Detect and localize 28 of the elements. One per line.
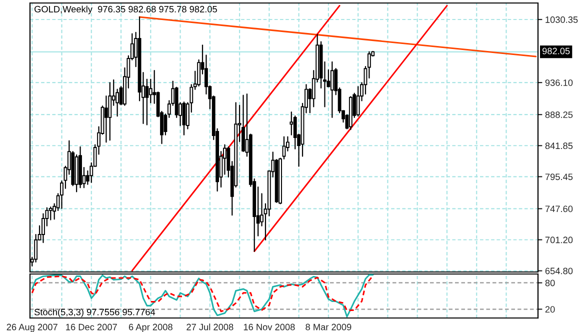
y-tick-label: 654.80 (545, 268, 573, 274)
x-tick-label: 16 Dec 2007 (66, 324, 117, 330)
candlestick (330, 61, 334, 118)
x-tick-label: 6 Apr 2008 (128, 324, 172, 332)
ref-line-label: 982.05 (542, 48, 570, 54)
x-tick-label: 8 Mar 2009 (306, 324, 352, 330)
candlestick (104, 95, 108, 143)
text: Stoch(5,3,3) 97.7556 95.7764 (34, 308, 156, 318)
x-tick-label: 26 Aug 2007 (6, 324, 58, 332)
y-tick-label: 20 (545, 306, 555, 313)
y-tick-label: 841.85 (545, 142, 573, 150)
chart-title: GOLD,Weekly 976.35 982.68 975.78 982.05 (34, 6, 217, 14)
candlestick (356, 86, 360, 117)
x-tick-label: 16 Nov 2008 (244, 324, 295, 330)
candlestick (145, 78, 149, 126)
y-tick-label: 936.10 (545, 79, 573, 86)
candlestick (108, 82, 112, 141)
candlestick (182, 101, 186, 136)
y-tick-label: 795.45 (545, 174, 573, 180)
candlestick (290, 112, 294, 136)
y-tick-label: 1030.35 (546, 16, 578, 23)
y-tick-label: 888.25 (545, 112, 573, 118)
x-tick-label: 27 Jul 2008 (186, 324, 234, 330)
candlestick (34, 234, 38, 263)
y-tick-label: 80 (545, 280, 555, 286)
candlestick (242, 94, 245, 152)
y-tick-label: 747.60 (545, 206, 573, 212)
y-tick-label: 701.20 (545, 236, 573, 244)
